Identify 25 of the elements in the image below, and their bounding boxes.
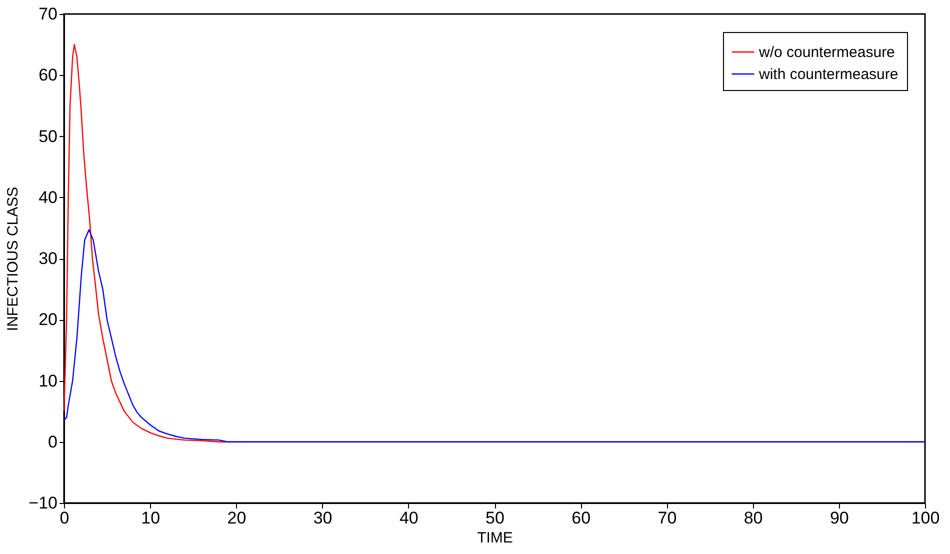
x-tick-label: 10	[141, 508, 160, 528]
x-axis-title: TIME	[477, 530, 513, 546]
x-tick-label: 80	[744, 508, 763, 528]
x-tick-label: 90	[830, 508, 849, 528]
x-tick-label: 40	[399, 508, 418, 528]
legend-label: with countermeasure	[758, 66, 898, 83]
x-tick-label: 100	[911, 508, 940, 528]
y-tick-label: 50	[38, 126, 58, 146]
legend-label: w/o countermeasure	[758, 44, 895, 61]
x-tick-label: 0	[60, 508, 70, 528]
y-tick-label: −10	[28, 494, 58, 512]
x-tick-label: 20	[227, 508, 246, 528]
x-tick-label: 60	[572, 508, 591, 528]
y-tick-label: 40	[38, 188, 58, 207]
y-axis-title: INFECTIOUS CLASS	[4, 186, 22, 332]
y-tick-label: 0	[48, 432, 58, 452]
x-tick-label: 30	[313, 508, 332, 528]
y-tick-label: 70	[38, 4, 58, 24]
y-tick-label: 20	[38, 310, 58, 330]
x-tick-label: 70	[658, 508, 677, 528]
line-series	[63, 229, 926, 442]
y-tick-label: 30	[38, 249, 58, 268]
y-tick-label: 60	[38, 66, 58, 85]
x-tick-label: 50	[486, 508, 504, 528]
y-tick-label: 10	[38, 371, 58, 390]
